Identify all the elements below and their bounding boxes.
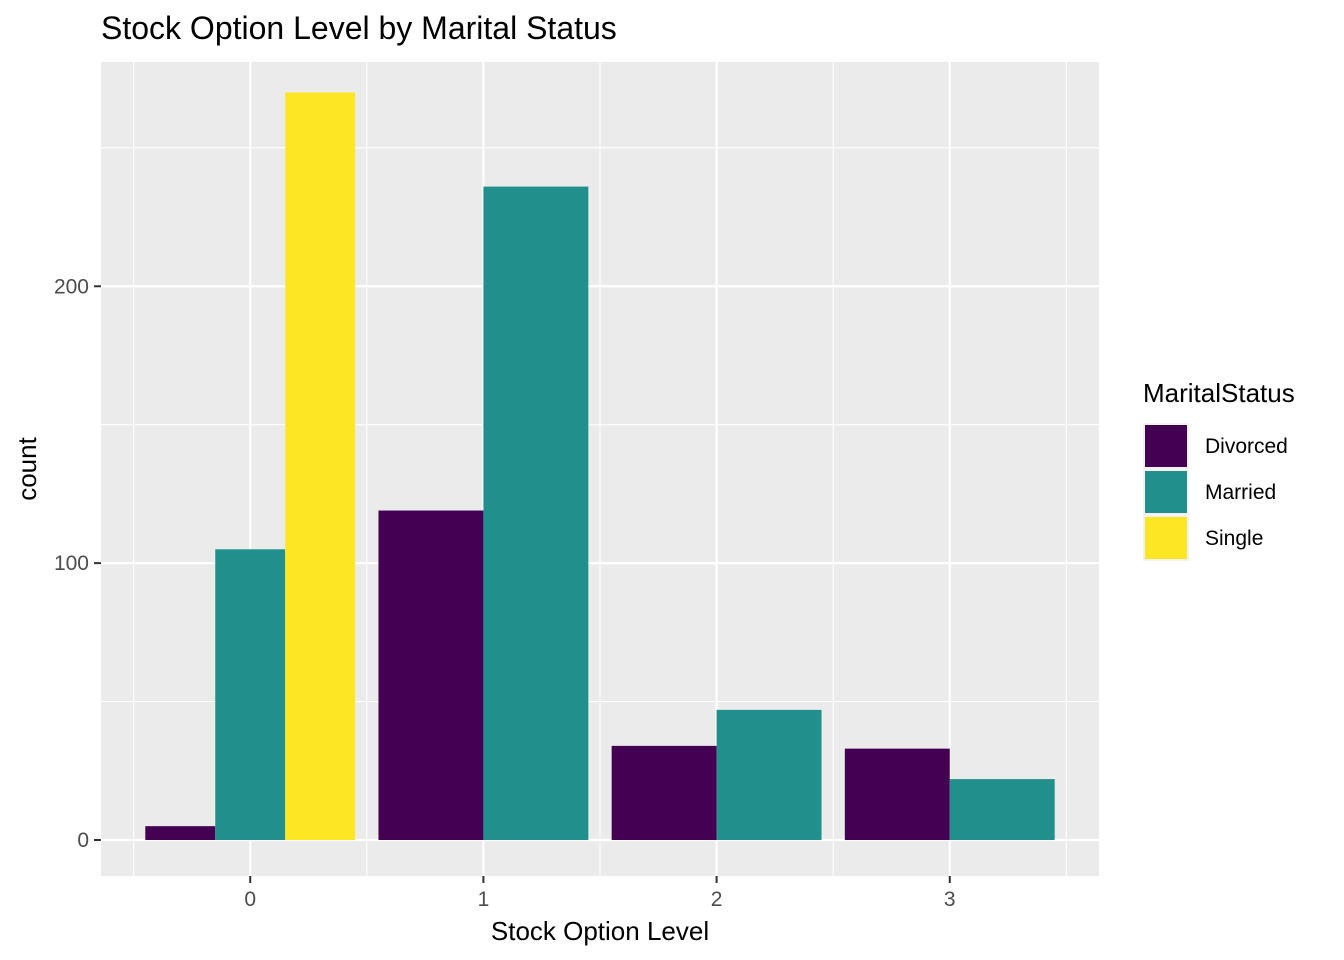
bar-divorced-1 xyxy=(378,510,484,841)
y-axis: 0 100 200 xyxy=(54,275,101,852)
legend-label-divorced: Divorced xyxy=(1205,435,1288,458)
legend-title: MaritalStatus xyxy=(1143,378,1295,408)
bar-divorced-2 xyxy=(611,745,717,841)
chart-title: Stock Option Level by Marital Status xyxy=(101,10,617,46)
y-axis-title: count xyxy=(12,436,42,500)
bar-divorced-0 xyxy=(145,826,216,841)
bars xyxy=(145,92,1055,841)
y-tick-label: 0 xyxy=(77,829,89,852)
legend-swatch-single xyxy=(1145,517,1187,559)
x-axis: 0 1 2 3 xyxy=(244,876,956,911)
y-tick-label: 200 xyxy=(54,275,89,298)
x-tick-label: 1 xyxy=(478,888,490,911)
bar-married-2 xyxy=(716,709,822,841)
legend-items: Divorced Married Single xyxy=(1143,423,1288,561)
legend-label-married: Married xyxy=(1205,481,1276,504)
x-tick-label: 0 xyxy=(244,888,256,911)
bar-divorced-3 xyxy=(844,748,950,841)
bar-married-0 xyxy=(215,549,286,841)
bar-married-1 xyxy=(483,186,589,841)
legend: MaritalStatus Divorced Married Single xyxy=(1143,378,1295,561)
bar-married-3 xyxy=(949,779,1055,841)
x-tick-label: 2 xyxy=(711,888,723,911)
x-axis-title: Stock Option Level xyxy=(491,916,709,946)
x-tick-label: 3 xyxy=(944,888,956,911)
bar-single-0 xyxy=(285,92,356,841)
legend-label-single: Single xyxy=(1205,527,1263,550)
legend-swatch-married xyxy=(1145,471,1187,513)
y-tick-label: 100 xyxy=(54,552,89,575)
legend-swatch-divorced xyxy=(1145,425,1187,467)
